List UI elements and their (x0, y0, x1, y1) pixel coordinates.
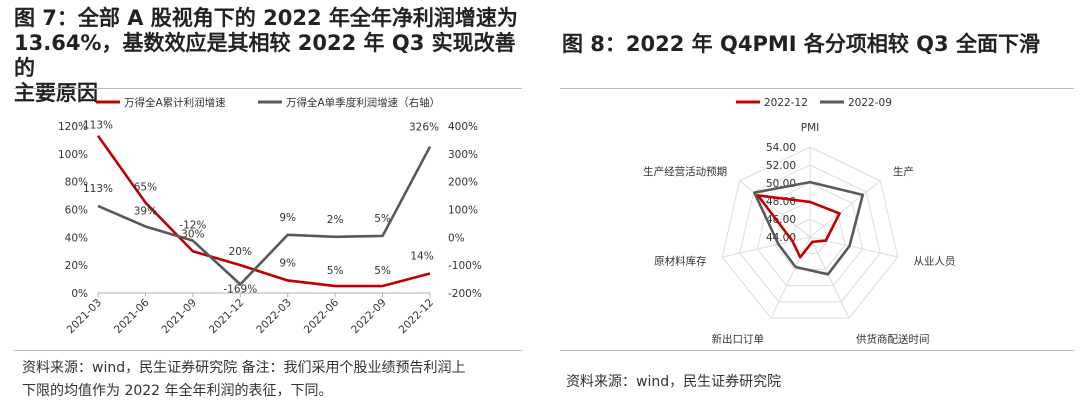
left-y-tick-label: 80% (65, 177, 88, 189)
radar-series-1 (753, 180, 865, 276)
data-label-s0: 113% (83, 120, 113, 132)
series-line-0 (96, 134, 431, 288)
x-tick-label: 2021-12 (207, 297, 247, 337)
x-tick-label: 2022-06 (302, 296, 342, 336)
left-figure-title: 图 7：全部 A 股视角下的 2022 年全年净利润增速为 13.64%，基数效… (14, 6, 528, 106)
x-tick-label: 2021-09 (159, 297, 199, 337)
right-y-tick-label: 0% (448, 232, 465, 244)
right-y-tick-label: 300% (448, 149, 478, 161)
right-source-note: 资料来源：wind，民生证券研究院 (566, 374, 782, 390)
right-y-tick-label: -100% (448, 260, 482, 272)
left-source-rule (14, 350, 522, 351)
right-figure-title: 图 8：2022 年 Q4PMI 各分项相较 Q3 全面下滑 (562, 32, 1040, 56)
right-title-rule (560, 88, 1074, 89)
right-y-tick-label: 400% (448, 121, 478, 133)
radar-legend-label-0: 2022-12 (764, 97, 808, 109)
right-source-rule (560, 350, 1074, 351)
radar-axis-label: 生产 (893, 165, 914, 178)
right-y-tick-label: -200% (448, 288, 482, 300)
radar-axis-label: 从业人员 (913, 256, 955, 268)
left-y-tick-label: 0% (71, 288, 88, 300)
data-label-s1: -12% (179, 220, 206, 232)
left-source-line-1: 资料来源：wind，民生证券研究院 备注：我们采用个股业绩预告利润上 (22, 360, 466, 376)
left-y-tick-label: 40% (65, 232, 88, 244)
data-label-s0: 30% (181, 228, 204, 240)
data-label-s1: 5% (374, 213, 391, 225)
radar-spoke (770, 236, 811, 319)
data-label-s1: 9% (279, 212, 296, 224)
radar-legend-label-1: 2022-09 (848, 97, 892, 109)
right-y-tick-label: 200% (448, 177, 478, 189)
data-label-s0: 14% (410, 251, 433, 263)
left-title-line-1: 图 7：全部 A 股视角下的 2022 年全年净利润增速为 (14, 6, 518, 30)
radar-axis-label: 生产经营活动预期 (643, 165, 727, 178)
radar-spoke (739, 180, 811, 238)
radar-tick-label: 54.00 (766, 142, 796, 154)
left-source-note: 资料来源：wind，民生证券研究院 备注：我们采用个股业绩预告利润上 下限的均值… (22, 357, 466, 403)
left-source-line-2: 下限的均值作为 2022 年全年利润的表征，下同。 (22, 383, 333, 399)
data-label-s0: 9% (279, 257, 296, 269)
right-y-tick-label: 100% (448, 205, 478, 217)
data-label-s1: 113% (83, 183, 113, 195)
data-label-s0: 20% (229, 246, 252, 258)
radar-spoke (809, 236, 850, 319)
radar-axis-label: PMI (801, 122, 820, 134)
x-tick-label: 2022-03 (254, 297, 294, 337)
right-figure: 图 8：2022 年 Q4PMI 各分项相较 Q3 全面下滑 2022-12 20… (552, 0, 1080, 411)
data-label-s1: -169% (223, 283, 257, 295)
radar-axis-label: 新出口订单 (712, 333, 765, 346)
radar-grid-ring (739, 164, 881, 303)
left-y-tick-label: 60% (65, 205, 88, 217)
left-y-tick-label: 120% (58, 121, 88, 133)
x-tick-label: 2022-12 (397, 297, 437, 337)
series-line-1 (97, 145, 432, 286)
radar-axis-label: 原材料库存 (654, 255, 707, 268)
radar-grid-ring (756, 182, 864, 287)
left-title-line-3: 主要原因 (14, 81, 98, 105)
radar-spoke (722, 236, 811, 258)
left-figure: 图 7：全部 A 股视角下的 2022 年全年净利润增速为 13.64%，基数效… (0, 0, 528, 411)
data-label-s0: 5% (374, 265, 391, 277)
line-chart: 万得全A累计利润增速 万得全A单季度利润增速（右轴）2021-03 2021-06 2… (58, 96, 482, 337)
radar-tick-label: 52.00 (766, 160, 796, 172)
x-tick-label: 2021-06 (112, 296, 152, 336)
x-tick-label: 2021-03 (65, 297, 105, 337)
data-label-s1: 2% (327, 214, 344, 226)
radar-chart: 2022-12 2022-0944.0046.0048.0050.0052.005… (643, 97, 955, 346)
radar-grid-ring (721, 146, 899, 319)
left-y-tick-label: 20% (65, 260, 88, 272)
radar-spoke (809, 180, 881, 238)
x-tick-label: 2022-09 (349, 297, 389, 337)
legend-label-1: 万得全A单季度利润增速（右轴） (286, 96, 440, 109)
left-y-tick-label: 100% (58, 149, 88, 161)
data-label-s0: 5% (327, 265, 344, 277)
data-label-s0: 65% (134, 182, 157, 194)
data-label-s1: 39% (134, 205, 157, 217)
radar-axis-label: 供货商配送时间 (856, 333, 930, 346)
data-label-s1: 326% (409, 122, 439, 134)
left-title-rule (14, 88, 522, 89)
left-title-line-2: 13.64%，基数效应是其相较 2022 年 Q3 实现改善的 (14, 31, 516, 80)
radar-grid-ring (791, 218, 829, 254)
legend-label-0: 万得全A累计利润增速 (124, 96, 226, 109)
radar-series-0 (756, 194, 841, 259)
